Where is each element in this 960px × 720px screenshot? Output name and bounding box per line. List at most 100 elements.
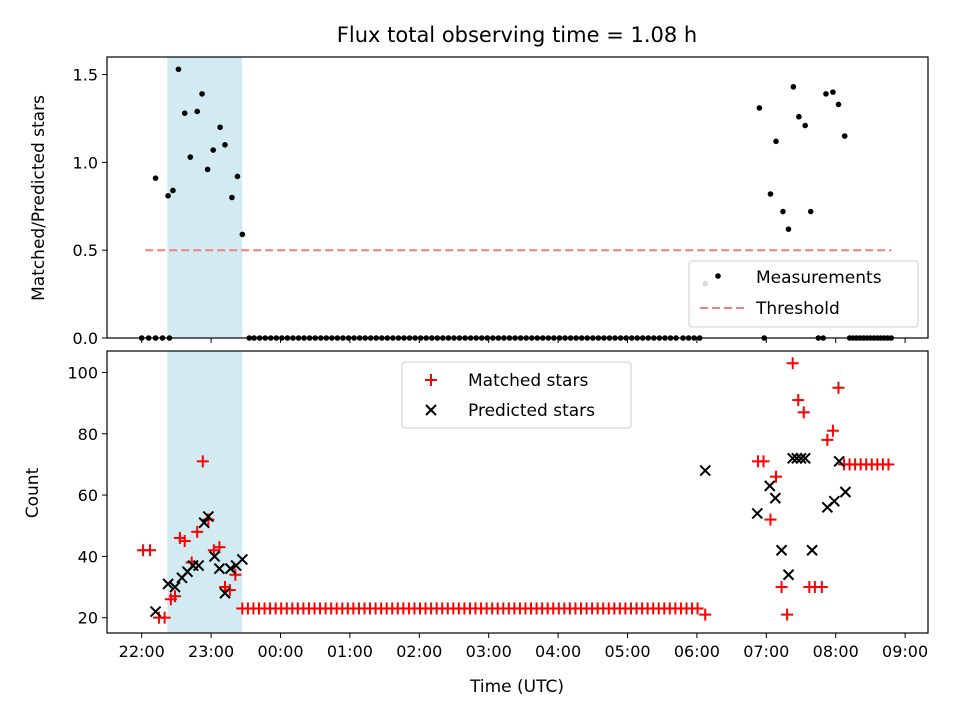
legend-predicted-marker	[425, 404, 437, 416]
measurement-point	[756, 105, 763, 111]
top-panel-frame	[106, 56, 929, 339]
matched-star-point	[770, 470, 783, 483]
x-tick-label: 01:00	[327, 642, 373, 661]
predicted-star-point	[799, 452, 811, 464]
matched-star-point	[792, 394, 805, 407]
top-legend-box	[688, 260, 919, 328]
top-panel: 0.0 0.5 1.0 1.5 Matched/Predicted stars Mea…	[29, 56, 929, 348]
x-tick-label: 05:00	[604, 642, 650, 661]
top-y-tick-label: 0.0	[73, 329, 98, 348]
legend-threshold-label: Threshold	[755, 299, 840, 319]
matched-star-point	[223, 584, 236, 597]
predicted-star-point	[795, 452, 807, 464]
predicted-star-point	[699, 464, 711, 477]
predicted-star-point	[236, 553, 249, 566]
predicted-star-point	[791, 452, 803, 464]
bottom-y-tick-label: 100	[67, 363, 98, 382]
bottom-panel-frame	[106, 350, 929, 634]
x-tick-label: 02:00	[396, 642, 442, 661]
top-y-tick-label: 0.5	[73, 241, 98, 260]
measurement-point	[767, 191, 774, 197]
matched-star-point	[757, 455, 770, 468]
x-axis-label: Time (UTC)	[469, 677, 564, 697]
bottom-panel: 20 40 60 80 100 22:00 23:00 00:00 01:00 02:00 03:0…	[23, 350, 929, 697]
matched-star-point	[169, 590, 182, 603]
bottom-y-tick-label: 80	[78, 425, 98, 444]
measurement-point	[807, 208, 814, 215]
matched-star-point	[196, 455, 209, 468]
x-tick-label: 03:00	[466, 642, 512, 661]
predicted-star-point	[828, 495, 841, 507]
x-tick-label: 08:00	[813, 642, 859, 661]
matched-star-point	[191, 525, 204, 538]
predicted-star-point	[833, 455, 845, 468]
x-tick-label: 00:00	[257, 642, 303, 661]
matched-star-point	[178, 535, 191, 548]
measurement-point	[204, 166, 211, 173]
bottom-y-tick-label: 60	[78, 486, 98, 505]
measurement-point	[239, 231, 246, 238]
predicted-star-point	[775, 544, 788, 556]
matched-star-point	[826, 424, 839, 437]
measurement-point	[187, 154, 194, 160]
matched-star-point	[821, 433, 834, 446]
x-tick-label: 06:00	[674, 642, 720, 661]
chart-title: Flux total observing time = 1.08 h	[337, 23, 697, 47]
measurement-point	[790, 84, 797, 90]
matched-star-point	[786, 357, 799, 370]
x-tick-label: 04:00	[535, 642, 581, 661]
predicted-star-point	[806, 544, 818, 556]
legend-predicted-label: Predicted stars	[468, 401, 595, 421]
measurement-point	[175, 66, 182, 73]
matched-star-point	[832, 381, 845, 394]
predicted-star-point	[224, 562, 237, 575]
measurement-point	[170, 187, 176, 194]
x-tick-label: 09:00	[882, 642, 928, 661]
predicted-star-point	[213, 562, 226, 575]
predicted-star-point	[202, 510, 215, 523]
x-tick-label: 23:00	[188, 642, 234, 661]
matched-star-point	[781, 608, 794, 621]
matched-star-point	[691, 602, 704, 615]
predicted-star-point	[198, 516, 210, 529]
bottom-y-tick-label: 40	[78, 547, 98, 566]
measurement-point	[780, 208, 786, 215]
predicted-star-point	[786, 452, 799, 464]
matched-star-point	[797, 406, 810, 419]
top-y-tick-label: 1.0	[73, 153, 98, 172]
measurement-point	[841, 133, 848, 139]
bottom-series-1	[149, 452, 852, 618]
measurement-point	[835, 101, 842, 108]
top-y-tick-label: 1.5	[73, 66, 98, 85]
measurement-point	[210, 147, 216, 153]
measurement-point	[830, 89, 836, 95]
legend-measurements-label: Measurements	[756, 268, 882, 288]
predicted-star-point	[839, 486, 852, 498]
x-tick-label: 22:00	[119, 642, 165, 661]
top-panel-y-axis-label: Matched/Predicted stars	[29, 95, 49, 301]
measurement-point	[194, 108, 201, 115]
predicted-star-point	[169, 581, 181, 593]
measurement-point	[785, 226, 792, 232]
bottom-y-tick-label: 20	[78, 609, 98, 628]
matched-star-point	[229, 568, 242, 581]
bottom-panel-legend: Matched stars Predicted stars	[401, 361, 632, 429]
matched-star-point	[815, 581, 828, 594]
matched-star-point	[699, 608, 712, 621]
predicted-star-point	[162, 578, 174, 590]
top-panel-legend: Measurements Threshold	[688, 260, 919, 328]
measurement-point	[234, 173, 241, 180]
measurement-point	[222, 142, 228, 148]
x-tick-label: 07:00	[743, 642, 789, 661]
predicted-star-point	[192, 559, 205, 572]
measurement-point	[217, 124, 223, 131]
predicted-star-point	[751, 507, 763, 520]
measurement-point	[796, 113, 802, 120]
legend-matched-marker	[425, 374, 437, 386]
measurement-point	[199, 91, 205, 97]
predicted-star-point	[769, 492, 782, 504]
predicted-star-point	[149, 605, 162, 618]
measurement-point	[802, 122, 808, 129]
